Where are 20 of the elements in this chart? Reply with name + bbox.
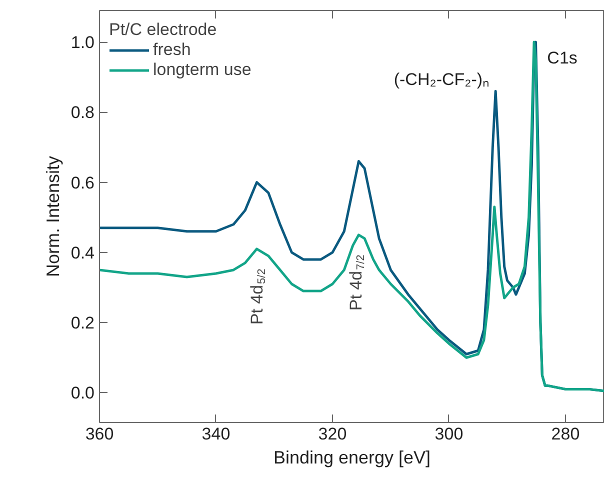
y-tick-label: 1.0	[70, 33, 95, 52]
y-tick-label: 0.6	[70, 173, 95, 192]
legend-label: fresh	[153, 40, 191, 60]
y-tick-label: 0.2	[70, 314, 95, 333]
y-axis-title: Norm. Intensity	[42, 156, 63, 278]
annotation: Pt 4d5/2	[247, 268, 268, 325]
x-tick-label: 280	[551, 424, 580, 444]
y-tick-label: 0.8	[70, 103, 95, 122]
annotation: (-CH₂-CF₂-)ₙ	[394, 70, 490, 90]
x-tick-label: 340	[202, 424, 230, 444]
x-axis-title: Binding energy [eV]	[273, 448, 431, 468]
legend-title: Pt/C electrode	[109, 20, 218, 40]
y-tick-label: 0.4	[70, 243, 95, 262]
annotation: C1s	[547, 48, 578, 68]
x-tick-label: 300	[434, 424, 464, 444]
legend-label: longterm use	[153, 60, 252, 80]
y-tick-label: 0.0	[70, 384, 95, 403]
x-tick-label: 360	[85, 424, 114, 444]
x-tick-label: 320	[318, 424, 347, 444]
annotation: Pt 4d7/2	[346, 254, 367, 311]
